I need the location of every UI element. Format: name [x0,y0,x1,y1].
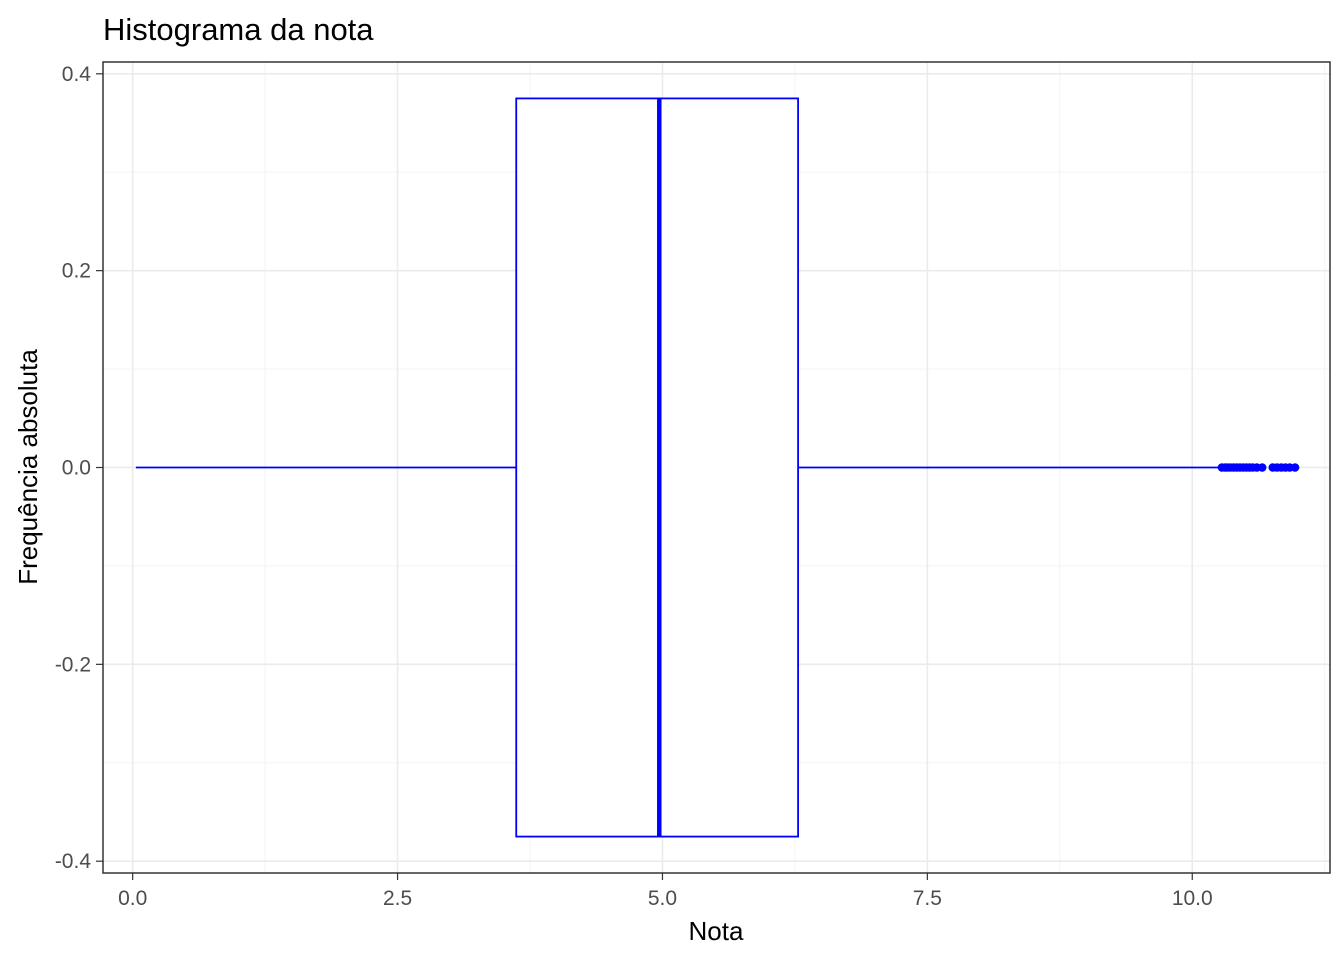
x-tick-label: 5.0 [648,887,677,910]
y-tick-label: -0.2 [55,653,91,676]
chart-title: Histograma da nota [103,12,374,47]
x-tick-label: 2.5 [383,887,412,910]
axes: 0.0 2.5 5.0 7.5 10.0 -0.4 -0.2 0.0 0.2 0.4 [55,63,1213,910]
x-axis-title: Nota [689,916,744,946]
y-tick-label: -0.4 [55,850,92,873]
outlier-point [1257,463,1267,472]
outlier-point [1290,463,1300,472]
y-tick-label: 0.2 [62,260,91,283]
y-tick-label: 0.0 [62,457,91,480]
x-tick-label: 0.0 [118,887,147,910]
y-axis-title: Frequência absoluta [13,349,43,585]
x-tick-label: 7.5 [913,887,942,910]
y-tick-label: 0.4 [62,63,92,86]
x-tick-label: 10.0 [1172,887,1213,910]
plot-marks [135,97,1300,838]
